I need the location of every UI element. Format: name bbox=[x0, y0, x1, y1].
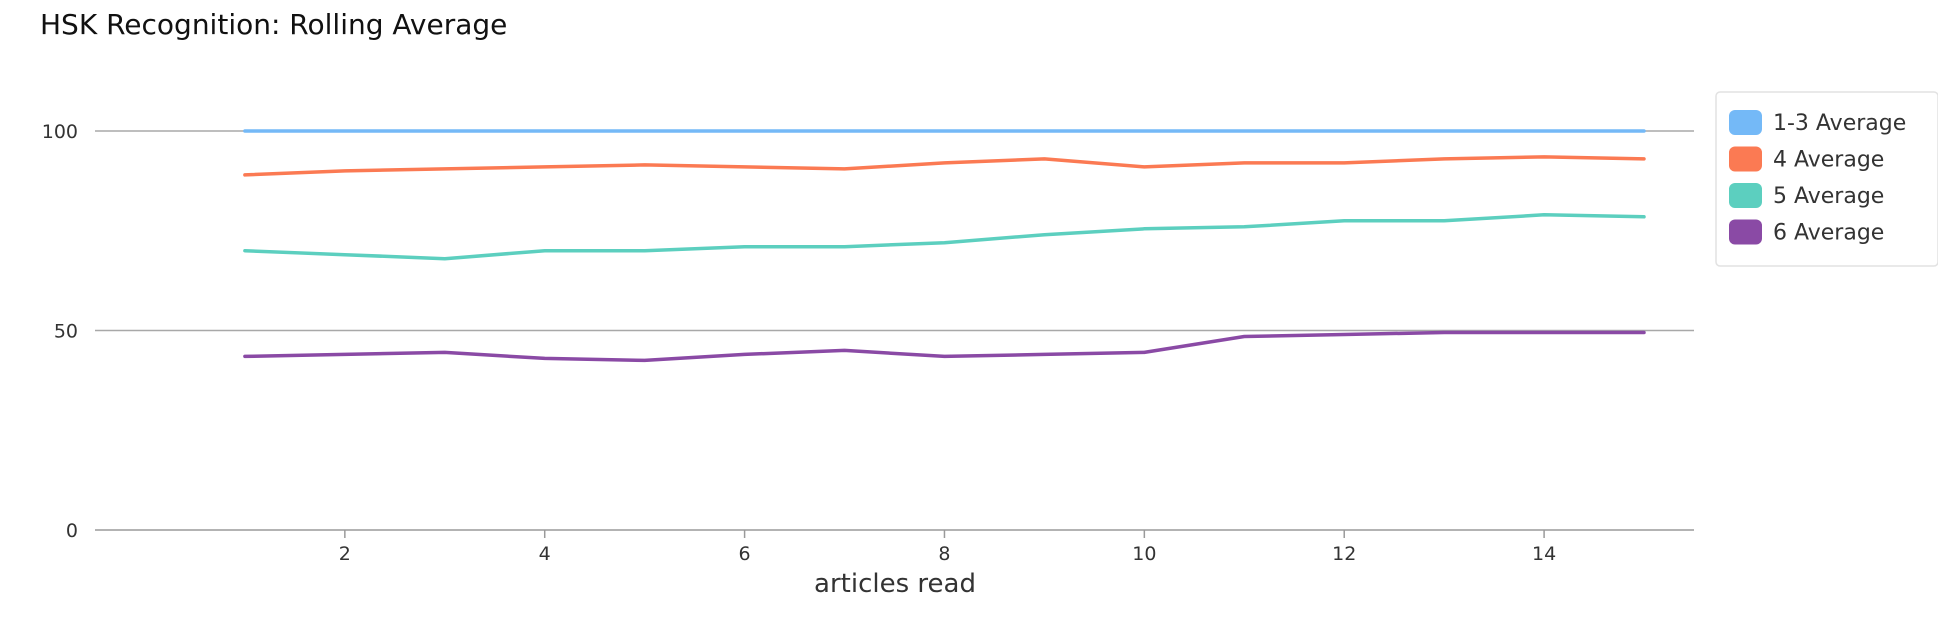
legend-label: 5 Average bbox=[1773, 184, 1884, 209]
series-lines bbox=[243, 129, 1646, 363]
legend-swatch bbox=[1729, 146, 1762, 172]
chart-title: HSK Recognition: Rolling Average bbox=[40, 8, 508, 41]
tick-labels: 0 50 100 2 4 6 8 10 12 14 bbox=[42, 121, 1556, 565]
axes bbox=[95, 529, 1694, 531]
x-tick-label: 12 bbox=[1332, 543, 1356, 565]
x-tick-label: 8 bbox=[938, 543, 950, 565]
legend-swatch bbox=[1729, 110, 1762, 135]
x-tick-label: 14 bbox=[1532, 543, 1556, 565]
legend-label: 1-3 Average bbox=[1773, 111, 1906, 136]
legend-box bbox=[1715, 91, 1938, 267]
x-axis-label: articles read bbox=[814, 569, 976, 599]
legend-items: 1-3 Average 4 Average 5 Average 6 Average bbox=[1729, 110, 1906, 246]
x-tick-label: 2 bbox=[339, 543, 351, 565]
grid-lines bbox=[95, 130, 1694, 332]
x-tick-label: 6 bbox=[739, 543, 751, 565]
y-tick-label: 0 bbox=[66, 520, 78, 542]
x-tick-label: 10 bbox=[1132, 543, 1156, 565]
series-line-2 bbox=[243, 155, 1646, 177]
y-tick-label: 100 bbox=[42, 121, 78, 143]
legend-label: 6 Average bbox=[1773, 221, 1884, 246]
legend-swatch bbox=[1729, 219, 1762, 245]
legend-swatch bbox=[1729, 183, 1762, 208]
x-tick-label: 4 bbox=[539, 543, 551, 565]
legend: 1-3 Average 4 Average 5 Average 6 Average bbox=[1715, 91, 1938, 267]
series-line-3 bbox=[243, 213, 1646, 261]
series-line-4 bbox=[243, 330, 1646, 363]
legend-label: 4 Average bbox=[1773, 148, 1884, 173]
y-tick-label: 50 bbox=[54, 321, 78, 343]
